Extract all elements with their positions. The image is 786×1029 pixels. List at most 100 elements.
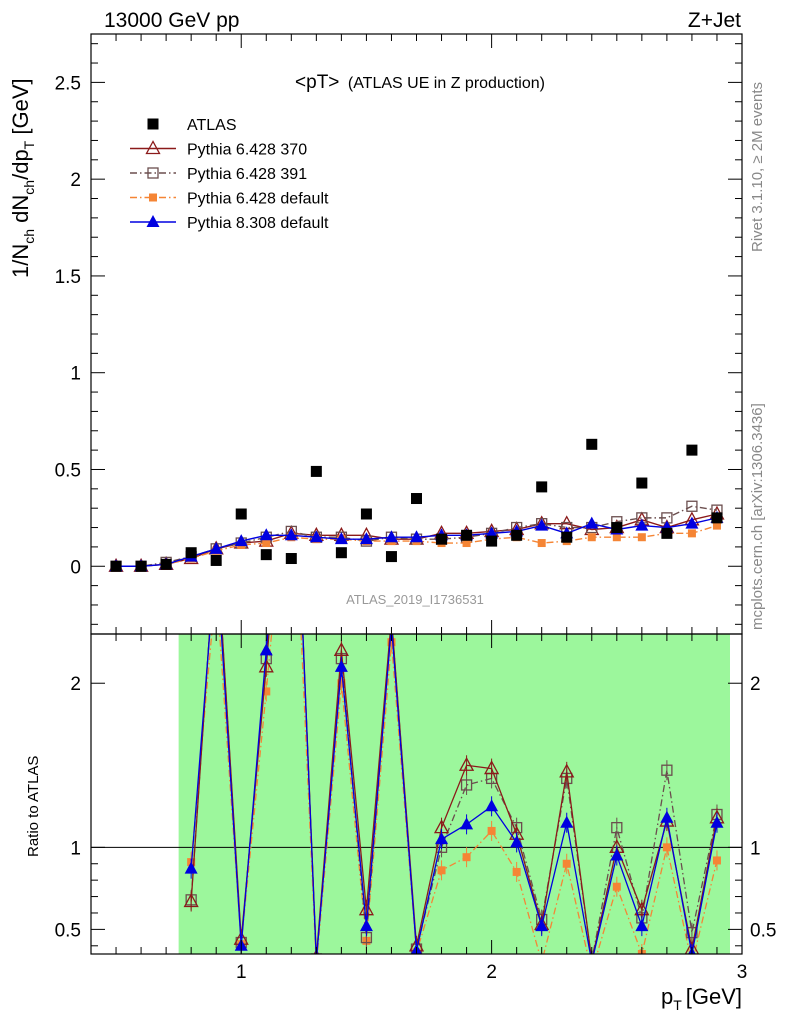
data-point — [235, 508, 247, 520]
side-label-lower: mcplots.cern.ch [arXiv:1306.3436] — [749, 403, 766, 630]
data-point — [585, 516, 599, 529]
legend-marker — [147, 167, 159, 179]
data-point — [661, 527, 673, 539]
data-point — [160, 558, 172, 570]
ratio-point — [386, 613, 396, 623]
data-point — [335, 547, 347, 559]
ratio-point — [211, 531, 221, 541]
data-point — [209, 541, 223, 554]
ratio-point — [462, 853, 471, 862]
legend-label: Pythia 6.428 391 — [187, 166, 307, 183]
y-tick-label-ratio: 1 — [70, 838, 81, 859]
ratio-point — [259, 643, 273, 656]
data-point — [712, 521, 721, 530]
data-point — [359, 532, 373, 545]
y-tick-label-main: 0.5 — [55, 460, 81, 481]
x-tick-label: 2 — [486, 962, 497, 983]
ratio-point — [610, 848, 624, 861]
ratio-point — [588, 968, 596, 976]
ratio-point — [312, 961, 320, 969]
ratio-point — [210, 529, 223, 541]
ratio-point — [660, 810, 674, 823]
main-panel-series — [108, 438, 725, 572]
data-point — [410, 530, 423, 543]
top-right-label: Z+Jet — [688, 9, 741, 32]
data-point — [285, 553, 297, 565]
legend-item: ATLAS — [147, 117, 237, 134]
ratio-point — [334, 659, 348, 672]
ratio-line — [190, 634, 718, 954]
ratio-point — [712, 856, 721, 865]
chart-title-sub: (ATLAS UE in Z production) — [348, 75, 545, 92]
data-point — [260, 549, 272, 561]
data-point — [687, 529, 696, 538]
ratio-point — [686, 927, 698, 939]
side-label-upper: Rivet 3.1.10, ≥ 2M events — [749, 82, 766, 252]
data-point — [535, 518, 549, 531]
ratio-point — [435, 832, 449, 845]
data-point — [611, 522, 623, 534]
data-point — [384, 530, 398, 543]
y-axis-label-main: 1/Nch dNch/dpT [GeV] — [8, 78, 37, 278]
ratio-point — [484, 760, 500, 775]
ratio-series-4 — [184, 348, 724, 954]
ratio-point — [333, 642, 349, 657]
data-point — [636, 477, 648, 489]
x-tick-label: 3 — [737, 962, 748, 983]
legend-item: Pythia 6.428 default — [130, 191, 329, 208]
ratio-point — [662, 843, 671, 852]
ratio-point — [385, 611, 398, 623]
data-point — [210, 554, 222, 566]
ratio-point — [710, 815, 724, 828]
ratio-point — [310, 953, 322, 954]
data-point — [485, 526, 499, 539]
legend-label: Pythia 6.428 370 — [187, 142, 307, 159]
data-point — [462, 539, 471, 548]
legend-label: Pythia 8.308 default — [187, 215, 329, 232]
ratio-point — [535, 919, 549, 932]
y-tick-label-ratio-right: 1 — [750, 838, 761, 859]
ratio-point — [538, 958, 546, 966]
ratio-point — [262, 687, 271, 696]
data-point — [185, 547, 197, 559]
data-point — [486, 535, 498, 547]
ratio-point — [487, 826, 496, 835]
ratio-point — [285, 348, 298, 360]
series-0 — [110, 438, 723, 572]
data-point — [637, 533, 646, 542]
ratio-point — [183, 893, 199, 908]
legend-marker — [149, 193, 157, 202]
data-point — [110, 560, 122, 572]
ratio-point — [590, 952, 593, 954]
x-tick-label: 1 — [236, 962, 247, 983]
y-tick-label-main: 2 — [70, 170, 81, 191]
data-point — [511, 529, 523, 541]
axis-tick-labels: 1 2 3 0 0.5 1 1.5 2 2.5 0.5 0.5 1 1 2 2 — [55, 73, 777, 983]
ratio-point — [460, 779, 473, 791]
y-tick-label-main: 1.5 — [55, 267, 81, 288]
ratio-point — [661, 764, 673, 776]
chart-title-main: <pT> — [295, 72, 339, 93]
series-3 — [112, 521, 721, 571]
data-point — [587, 533, 596, 542]
ratio-point — [634, 901, 650, 916]
chart-title: <pT> (ATLAS UE in Z production) — [295, 72, 545, 93]
legend: ATLAS Pythia 6.428 370 Pythia 6.428 391 Pyt… — [130, 117, 329, 232]
ratio-point — [212, 581, 220, 589]
ratio-point — [560, 815, 574, 828]
ratio-line — [190, 634, 718, 954]
y-tick-label-main: 1 — [70, 364, 81, 385]
x-axis-label: pT [GeV] — [661, 984, 742, 1013]
ratio-point — [285, 348, 298, 360]
y-tick-label-ratio: 0.5 — [55, 920, 81, 941]
data-point — [259, 528, 273, 541]
legend-marker — [147, 118, 159, 130]
ratio-point — [635, 919, 649, 932]
ratio-point — [387, 638, 396, 647]
analysis-id-label: ATLAS_2019_I1736531 — [346, 592, 484, 607]
ratio-point — [684, 940, 700, 954]
ratio-point — [612, 882, 621, 891]
data-point — [436, 533, 448, 545]
